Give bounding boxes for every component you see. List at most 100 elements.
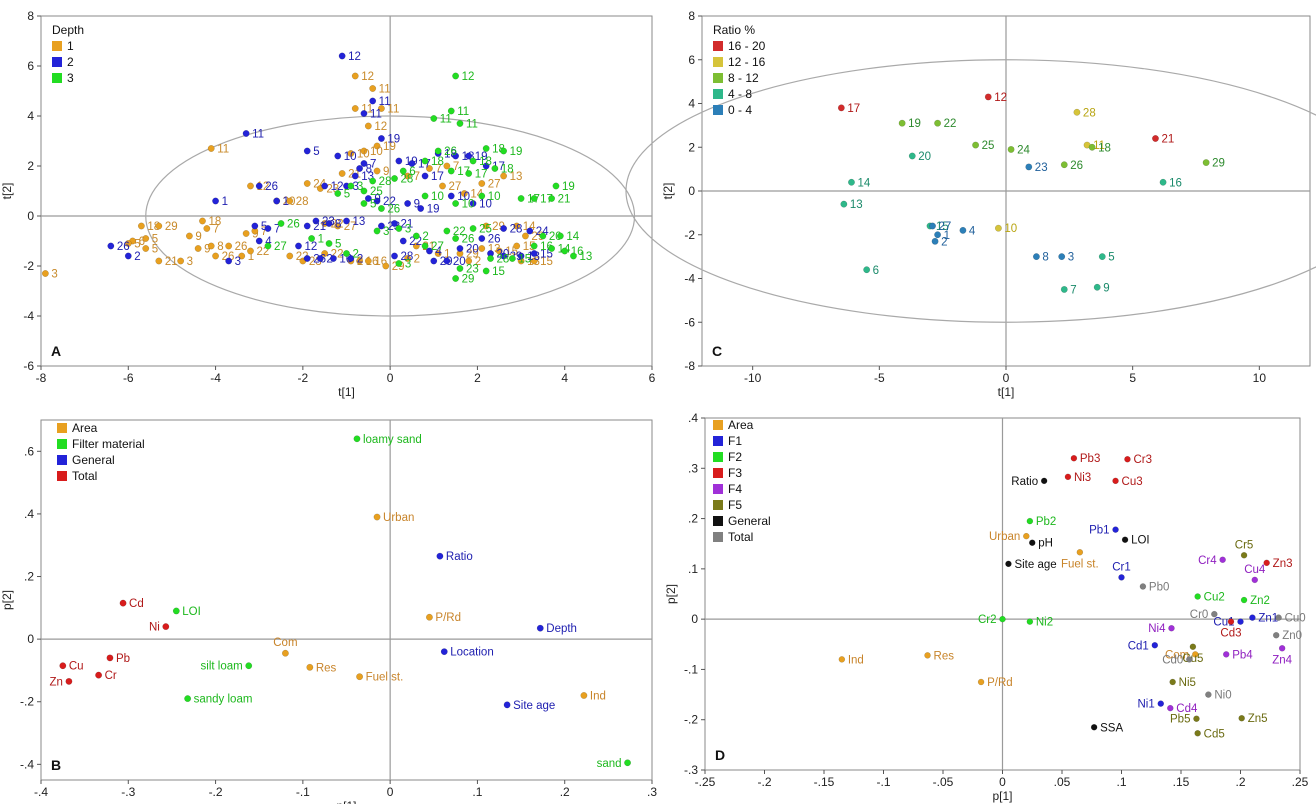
- data-point: [347, 150, 355, 157]
- data-label: 8: [217, 241, 223, 253]
- chart-panel-c: -10 -5 0 5 10-8-6-4-202468t[1]t[2]C171221281…: [625, 9, 1316, 399]
- data-point: [465, 152, 473, 160]
- data-point: [364, 257, 372, 265]
- data-point: [456, 120, 464, 127]
- data-label: 5: [134, 239, 140, 251]
- data-point: [1227, 618, 1235, 625]
- data-point: [155, 257, 163, 265]
- data-label: Zn4: [1272, 654, 1292, 666]
- data-label: 27: [449, 181, 462, 193]
- data-label: 26: [1070, 160, 1083, 172]
- x-tick-label: -.2: [757, 775, 771, 789]
- data-point: [908, 152, 916, 160]
- data-label: Cd0: [1162, 654, 1183, 666]
- data-label: 27: [939, 221, 952, 233]
- data-label: sandy loam: [194, 694, 253, 706]
- data-point: [225, 242, 233, 250]
- data-point: [434, 250, 442, 257]
- data-label: Pb2: [1036, 516, 1056, 528]
- legend-label: General: [72, 453, 115, 467]
- legend-swatch: [52, 41, 62, 51]
- data-label: Pb0: [1149, 581, 1169, 593]
- data-point: [513, 222, 521, 230]
- legend-label: Total: [72, 469, 97, 483]
- data-label: 4: [265, 236, 272, 248]
- data-label: 9: [195, 231, 201, 243]
- x-tick-label: 0: [387, 371, 394, 385]
- data-point: [343, 250, 350, 257]
- data-point: [225, 257, 233, 265]
- data-label: P/Rd: [987, 677, 1013, 689]
- data-label: Cd1: [1128, 640, 1149, 652]
- y-tick-label: -.2: [684, 713, 698, 727]
- data-point: [1157, 700, 1165, 707]
- data-label: 11: [466, 119, 478, 131]
- data-label: 2: [353, 249, 359, 261]
- data-label: Zn3: [1273, 558, 1293, 570]
- data-point: [194, 245, 202, 252]
- data-label: 1: [944, 230, 950, 242]
- data-point: [377, 135, 385, 142]
- data-point: [286, 197, 294, 205]
- data-label: 29: [466, 249, 479, 261]
- legend: Depth 1 2 3: [52, 23, 84, 85]
- data-point: [1124, 455, 1131, 463]
- legend-swatch: [713, 41, 723, 51]
- data-label: 5: [335, 239, 341, 251]
- data-point: [443, 162, 451, 170]
- y-tick-label: .3: [688, 461, 698, 475]
- data-label: 2: [422, 231, 428, 243]
- data-label: 4: [969, 225, 976, 237]
- data-label: 11: [440, 114, 452, 126]
- data-label: 6: [139, 236, 145, 248]
- data-label: Ni2: [1036, 617, 1053, 629]
- data-point: [487, 255, 494, 262]
- data-point: [491, 165, 499, 172]
- data-point: [452, 72, 460, 80]
- legend-label: Area: [728, 418, 754, 432]
- data-point: [408, 160, 416, 167]
- data-label: 29: [462, 274, 475, 286]
- data-point: [421, 172, 429, 180]
- data-label: Zn0: [1282, 630, 1302, 642]
- data-label: 4: [435, 246, 442, 258]
- data-point: [1237, 618, 1244, 625]
- data-point: [482, 222, 490, 230]
- data-point: [1192, 651, 1199, 658]
- data-point: [421, 242, 429, 250]
- data-point: [500, 252, 508, 260]
- data-label: 9: [383, 166, 389, 178]
- x-tick-label: -10: [744, 371, 762, 385]
- confidence-ellipse: [145, 115, 636, 317]
- data-point: [934, 119, 942, 127]
- data-point: [530, 257, 538, 265]
- data-label: Pb: [116, 653, 130, 665]
- data-point: [1194, 730, 1201, 737]
- data-point: [351, 105, 359, 112]
- data-point: [356, 257, 364, 265]
- data-point: [513, 242, 521, 250]
- data-label: 7: [274, 224, 280, 236]
- data-label: Cu3: [1122, 476, 1143, 488]
- data-point: [1152, 135, 1159, 142]
- legend-swatch: [713, 57, 723, 67]
- legend-swatch: [713, 500, 723, 510]
- data-point: [447, 192, 455, 200]
- data-label: 21: [401, 219, 414, 231]
- data-point: [203, 225, 211, 232]
- data-point: [1060, 161, 1068, 169]
- y-tick-label: 6: [27, 59, 34, 73]
- data-label: 9: [414, 199, 420, 211]
- data-label: 3: [235, 256, 241, 268]
- data-point: [1139, 583, 1147, 590]
- legend-swatch: [52, 57, 62, 67]
- data-point: [412, 232, 420, 240]
- data-point: [185, 232, 193, 240]
- data-label: 17: [431, 171, 444, 183]
- data-point: [404, 172, 412, 180]
- data-label: Cr3: [1133, 454, 1152, 466]
- data-point: [924, 652, 931, 659]
- data-label: 5: [261, 221, 267, 233]
- data-label: Zn: [50, 676, 63, 688]
- data-label: 2: [414, 254, 420, 266]
